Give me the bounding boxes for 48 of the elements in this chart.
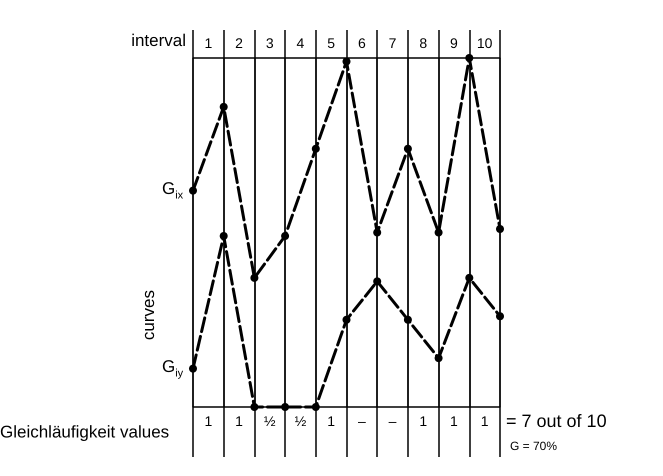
text: 1 [327, 413, 336, 429]
text: 4 [296, 35, 305, 51]
text: = 7 out of 10 [506, 411, 607, 431]
point [189, 186, 197, 195]
text: ½ [264, 413, 276, 429]
text: 7 [388, 35, 397, 51]
series-label: G$_{iy}$ [162, 357, 184, 380]
x-axis-title: Gleichläufigkeit values [0, 422, 170, 442]
point [250, 403, 258, 411]
point [220, 232, 228, 240]
point [434, 354, 443, 362]
text: interval [131, 31, 186, 50]
point [404, 144, 412, 153]
text: 1 [235, 413, 244, 429]
point [220, 102, 228, 111]
point [281, 403, 290, 411]
series-label: G$_{ix}$ [162, 179, 184, 202]
point [312, 144, 320, 153]
y-axis-title: curves [139, 290, 158, 340]
text: G = 70% [510, 439, 558, 453]
point [250, 274, 258, 282]
point [465, 274, 474, 282]
point [465, 54, 474, 62]
point [496, 225, 504, 234]
text: 1 [204, 413, 212, 429]
point [189, 364, 197, 373]
text: 1 [450, 413, 458, 429]
point [434, 228, 443, 236]
point [373, 228, 382, 236]
text: 8 [419, 35, 428, 51]
text: ½ [294, 413, 307, 429]
text: 1 [204, 35, 212, 51]
point [342, 316, 350, 324]
text: – [358, 413, 366, 429]
text: 3 [266, 35, 274, 51]
text: 6 [358, 35, 366, 51]
point [312, 403, 320, 411]
text: 2 [235, 35, 244, 51]
text: 1 [480, 413, 489, 429]
text: 5 [327, 35, 336, 51]
text: – [388, 413, 397, 429]
text: 10 [476, 35, 493, 51]
text: 1 [419, 413, 428, 429]
point [404, 316, 412, 324]
point [281, 232, 290, 240]
point [373, 277, 382, 286]
point [496, 312, 504, 320]
text: 9 [450, 35, 458, 51]
